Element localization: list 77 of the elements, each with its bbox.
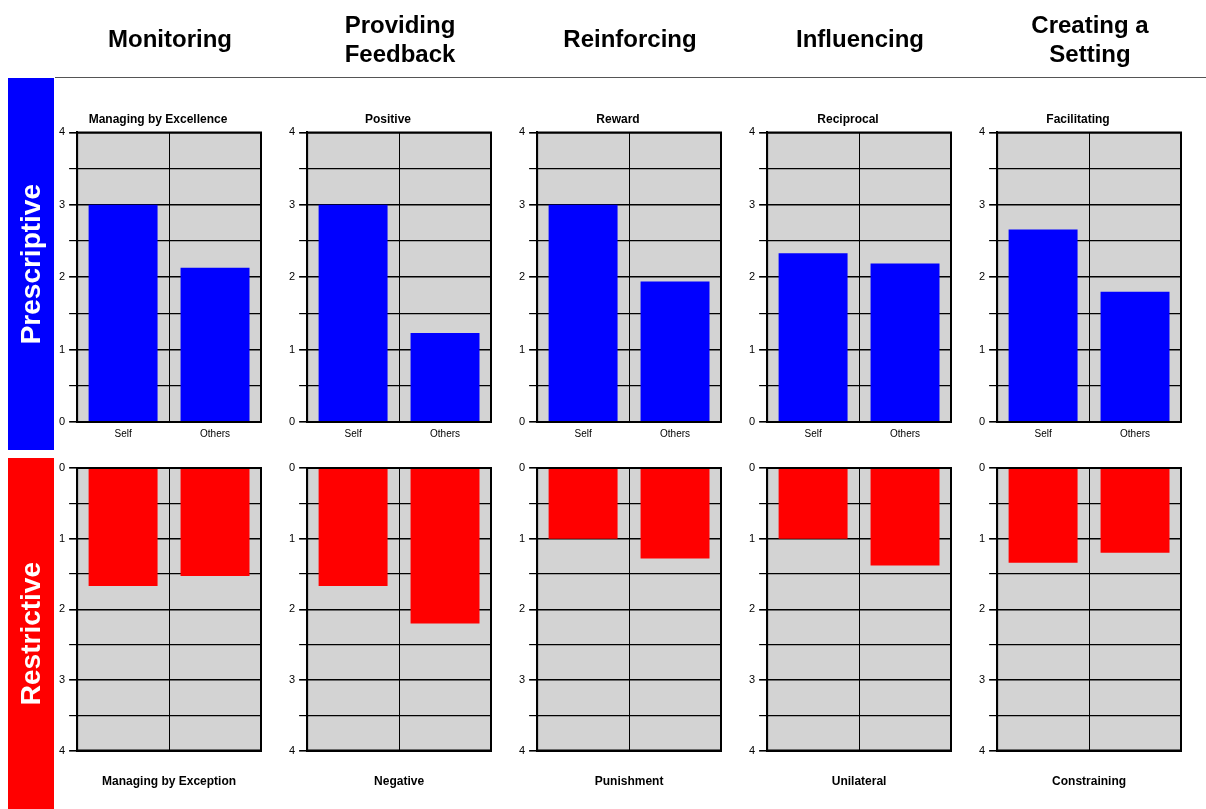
chart-title: Creating a Setting bbox=[1030, 9, 1150, 68]
x-axis-title: Unilateral bbox=[831, 774, 887, 789]
y-tick-label: 0 bbox=[748, 415, 756, 428]
y-tick-label: 4 bbox=[748, 743, 756, 756]
x-axis-title: Managing by Exception bbox=[102, 774, 237, 789]
y-tick-label: 1 bbox=[58, 342, 66, 355]
x-tick-label: Self bbox=[114, 427, 132, 439]
y-tick-label: 2 bbox=[748, 270, 756, 283]
y-tick-label: 0 bbox=[288, 461, 296, 474]
y-tick-label: 4 bbox=[58, 743, 66, 756]
y-tick-label: 4 bbox=[288, 125, 296, 138]
y-tick-label: 3 bbox=[748, 197, 756, 210]
x-tick-label: Self bbox=[1034, 427, 1052, 439]
y-tick-label: 1 bbox=[288, 342, 296, 355]
chart-title: Monitoring bbox=[107, 24, 233, 53]
x-axis-title: Punishment bbox=[594, 774, 664, 789]
y-tick-label: 0 bbox=[518, 461, 526, 474]
y-tick-label: 4 bbox=[748, 125, 756, 138]
chart-subtitle: Positive bbox=[364, 111, 412, 126]
y-tick-label: 2 bbox=[518, 270, 526, 283]
y-tick-label: 1 bbox=[288, 531, 296, 544]
y-tick-label: 1 bbox=[748, 342, 756, 355]
chart-title: Influencing bbox=[795, 24, 925, 53]
chart-subtitle: Facilitating bbox=[1046, 111, 1110, 126]
y-tick-label: 0 bbox=[978, 415, 986, 428]
y-tick-label: 4 bbox=[978, 125, 986, 138]
y-tick-label: 3 bbox=[978, 197, 986, 210]
y-tick-label: 2 bbox=[58, 270, 66, 283]
y-tick-label: 3 bbox=[288, 197, 296, 210]
y-axis-title: Prescriptive bbox=[15, 183, 47, 345]
y-tick-label: 0 bbox=[748, 461, 756, 474]
x-tick-label: Self bbox=[804, 427, 822, 439]
y-tick-label: 1 bbox=[748, 531, 756, 544]
y-tick-label: 3 bbox=[58, 197, 66, 210]
y-tick-label: 1 bbox=[58, 531, 66, 544]
y-tick-label: 1 bbox=[518, 531, 526, 544]
y-tick-label: 3 bbox=[748, 672, 756, 685]
y-tick-label: 3 bbox=[518, 197, 526, 210]
y-tick-label: 0 bbox=[518, 415, 526, 428]
y-tick-label: 3 bbox=[518, 672, 526, 685]
y-tick-label: 4 bbox=[518, 125, 526, 138]
x-tick-label: Self bbox=[574, 427, 592, 439]
y-tick-label: 2 bbox=[978, 602, 986, 615]
y-tick-label: 0 bbox=[58, 461, 66, 474]
x-tick-label: Others bbox=[200, 427, 231, 439]
x-tick-label: Self bbox=[344, 427, 362, 439]
y-axis-title: Restrictive bbox=[15, 561, 47, 706]
y-tick-label: 2 bbox=[748, 602, 756, 615]
y-tick-label: 4 bbox=[978, 743, 986, 756]
y-tick-label: 2 bbox=[58, 602, 66, 615]
y-tick-label: 2 bbox=[978, 270, 986, 283]
chart-subtitle: Reciprocal bbox=[817, 111, 879, 126]
x-axis-title: Constraining bbox=[1052, 774, 1127, 789]
y-tick-label: 3 bbox=[978, 672, 986, 685]
chart-title: Reinforcing bbox=[562, 24, 698, 53]
chart-subtitle: Reward bbox=[596, 111, 640, 126]
y-tick-label: 4 bbox=[58, 125, 66, 138]
y-tick-label: 3 bbox=[288, 672, 296, 685]
y-tick-label: 2 bbox=[288, 602, 296, 615]
chart-subtitle: Managing by Excellence bbox=[88, 111, 228, 126]
y-tick-label: 0 bbox=[288, 415, 296, 428]
y-tick-label: 2 bbox=[518, 602, 526, 615]
x-tick-label: Others bbox=[1120, 427, 1151, 439]
y-tick-label: 1 bbox=[978, 531, 986, 544]
x-tick-label: Others bbox=[660, 427, 691, 439]
y-tick-label: 0 bbox=[58, 415, 66, 428]
y-tick-label: 4 bbox=[518, 743, 526, 756]
x-axis-title: Negative bbox=[374, 774, 425, 789]
y-tick-label: 3 bbox=[58, 672, 66, 685]
x-tick-label: Others bbox=[430, 427, 461, 439]
y-tick-label: 0 bbox=[978, 461, 986, 474]
y-tick-label: 1 bbox=[978, 342, 986, 355]
y-tick-label: 1 bbox=[518, 342, 526, 355]
chart-title: Providing Feedback bbox=[343, 9, 457, 68]
y-tick-label: 4 bbox=[288, 743, 296, 756]
x-tick-label: Others bbox=[890, 427, 921, 439]
y-tick-label: 2 bbox=[288, 270, 296, 283]
